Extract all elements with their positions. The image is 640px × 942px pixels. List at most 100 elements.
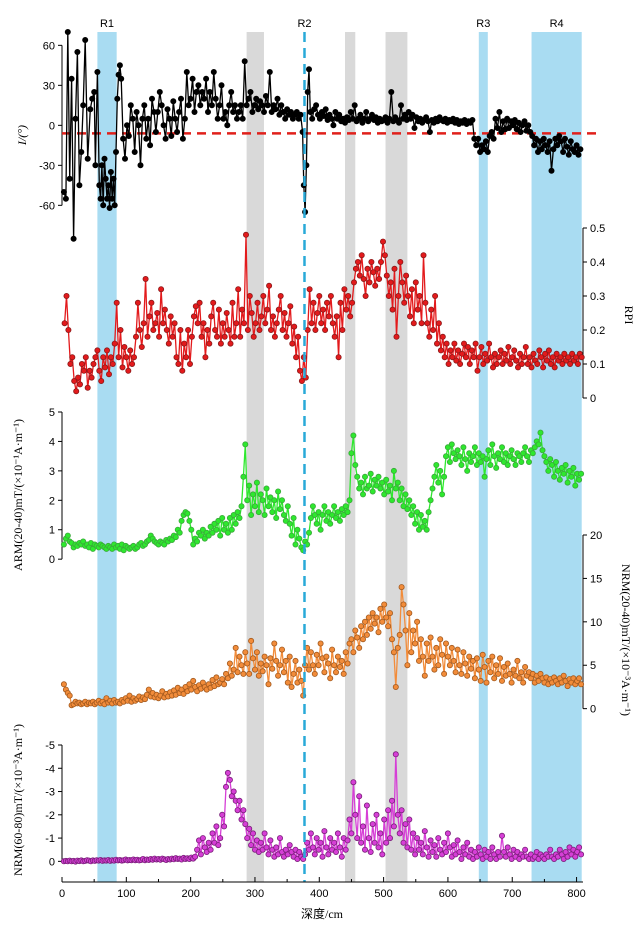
- data-point-NRM2040: [275, 672, 282, 679]
- data-point-NRM2040: [373, 614, 380, 621]
- data-point-RPI: [161, 306, 168, 313]
- data-point-RPI: [77, 381, 84, 388]
- data-point-RPI: [88, 374, 95, 381]
- data-point-NRM2040: [352, 627, 359, 634]
- data-point-I: [496, 109, 503, 116]
- data-point-ARM: [526, 458, 533, 465]
- data-point-ARM: [446, 458, 453, 465]
- data-point-RPI: [171, 320, 178, 327]
- y-tick-label-NRM6080: -3: [45, 787, 55, 799]
- data-point-ARM: [248, 512, 255, 519]
- data-point-NRM2040: [323, 653, 330, 660]
- data-point-NRM2040: [238, 662, 245, 669]
- data-point-NRM6080: [365, 835, 372, 842]
- data-point-I: [116, 62, 123, 69]
- data-point-NRM2040: [489, 653, 496, 660]
- data-point-NRM2040: [417, 636, 424, 643]
- data-point-RPI: [186, 360, 193, 367]
- data-point-ARM: [242, 441, 249, 448]
- data-point-NRM2040: [311, 670, 318, 677]
- data-point-RPI: [468, 347, 475, 354]
- data-point-RPI: [169, 333, 176, 340]
- data-point-ARM: [276, 506, 283, 513]
- data-point-RPI: [285, 320, 292, 327]
- data-point-NRM6080: [522, 846, 529, 853]
- data-point-NRM2040: [232, 644, 239, 651]
- data-point-RPI: [362, 292, 369, 299]
- data-point-I: [170, 98, 177, 105]
- data-point-NRM2040: [242, 649, 249, 656]
- data-point-RPI: [428, 306, 435, 313]
- data-point-NRM6080: [485, 849, 492, 856]
- data-point-NRM6080: [417, 839, 424, 846]
- data-point-RPI: [121, 343, 128, 350]
- data-point-I: [216, 102, 223, 109]
- data-point-RPI: [200, 320, 207, 327]
- data-point-RPI: [478, 343, 485, 350]
- data-point-NRM6080: [317, 839, 324, 846]
- data-point-RPI: [432, 292, 439, 299]
- data-point-RPI: [144, 333, 151, 340]
- data-point-ARM: [535, 441, 542, 448]
- data-point-NRM2040: [221, 681, 228, 688]
- data-point-RPI: [561, 350, 568, 357]
- y-tick-label-RPI: 0.3: [590, 291, 605, 303]
- data-panels: -60-300306000.10.20.30.40.50123450510152…: [39, 28, 605, 868]
- data-point-I: [517, 128, 524, 135]
- data-point-RPI: [372, 282, 379, 289]
- data-point-ARM: [282, 517, 289, 524]
- data-point-NRM6080: [334, 830, 341, 837]
- data-point-I: [76, 182, 83, 189]
- data-point-ARM: [541, 453, 548, 460]
- data-point-NRM2040: [388, 636, 395, 643]
- data-point-RPI: [289, 340, 296, 347]
- data-point-I: [135, 122, 142, 129]
- data-point-ARM: [386, 482, 393, 489]
- data-point-NRM2040: [564, 683, 571, 690]
- data-point-RPI: [273, 320, 280, 327]
- data-point-RPI: [447, 347, 454, 354]
- data-point-RPI: [366, 279, 373, 286]
- data-point-RPI: [132, 333, 139, 340]
- y-tick-label-NRM2040: 15: [590, 573, 602, 585]
- data-point-RPI: [443, 340, 450, 347]
- data-point-RPI: [196, 299, 203, 306]
- data-point-RPI: [422, 299, 429, 306]
- data-point-RPI: [376, 275, 383, 282]
- data-point-NRM2040: [359, 636, 366, 643]
- data-point-NRM6080: [367, 849, 374, 856]
- data-point-ARM: [500, 458, 507, 465]
- data-point-ARM: [568, 473, 575, 480]
- data-point-NRM2040: [340, 670, 347, 677]
- x-tick-label: 600: [439, 888, 457, 900]
- data-point-NRM2040: [383, 614, 390, 621]
- data-point-RPI: [208, 313, 215, 320]
- data-point-RPI: [254, 299, 261, 306]
- data-point-I: [264, 102, 271, 109]
- data-point-NRM2040: [336, 664, 343, 671]
- data-point-RPI: [559, 360, 566, 367]
- data-point-NRM2040: [496, 655, 503, 662]
- data-point-ARM: [553, 458, 560, 465]
- data-point-RPI: [437, 347, 444, 354]
- data-point-RPI: [565, 354, 572, 361]
- data-point-NRM2040: [471, 675, 478, 682]
- data-point-RPI: [314, 309, 321, 316]
- data-point-I: [531, 142, 538, 149]
- data-point-I: [247, 89, 254, 96]
- data-point-NRM2040: [226, 660, 233, 667]
- data-point-NRM2040: [468, 665, 475, 672]
- data-point-NRM2040: [338, 657, 345, 664]
- data-point-I: [330, 122, 337, 129]
- data-point-RPI: [364, 265, 371, 272]
- data-point-I: [91, 89, 98, 96]
- data-point-ARM: [284, 503, 291, 510]
- data-point-RPI: [94, 347, 101, 354]
- y-tick-label-ARM: 0: [49, 554, 55, 566]
- data-point-RPI: [393, 333, 400, 340]
- data-point-ARM: [560, 470, 567, 477]
- data-point-RPI: [271, 333, 278, 340]
- data-point-NRM6080: [415, 846, 422, 853]
- data-point-ARM: [383, 476, 390, 483]
- data-point-I: [80, 102, 87, 109]
